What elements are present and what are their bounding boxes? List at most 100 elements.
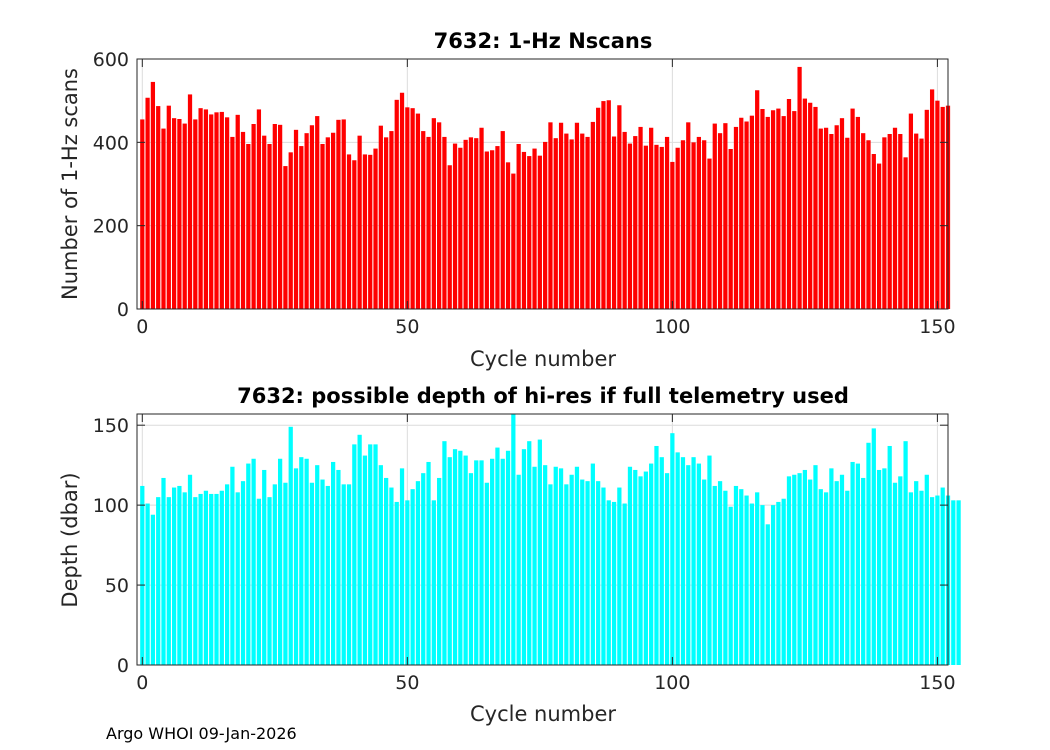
nscans-bar [171, 118, 177, 310]
nscans-x-tick-label: 0 [136, 316, 148, 338]
depth-bar [829, 468, 834, 665]
nscans-bar [887, 134, 892, 309]
depth-bar [479, 460, 484, 665]
depth-bar [336, 469, 341, 665]
depth-bar [649, 463, 654, 665]
nscans-bar [935, 100, 940, 310]
depth-bar [209, 493, 214, 665]
nscans-bar [617, 105, 622, 309]
nscans-bar [283, 166, 288, 309]
depth-bar [156, 497, 161, 665]
depth-bar [760, 505, 765, 665]
nscans-bar [463, 139, 468, 309]
depth-bar [490, 458, 495, 665]
depth-bar [733, 485, 739, 665]
nscans-bar [702, 140, 707, 309]
depth-bar [452, 449, 458, 665]
depth-bar [145, 503, 150, 665]
depth-bar [903, 441, 908, 665]
depth-bar [511, 414, 516, 665]
nscans-bar [580, 133, 585, 309]
depth-y-label: Depth (dbar) [58, 472, 82, 607]
depth-bar [818, 489, 823, 665]
depth-bar [601, 487, 606, 665]
nscans-bar [352, 160, 357, 309]
nscans-bar [659, 146, 664, 309]
nscans-x-ticks: 0 50 100 150 [136, 59, 956, 338]
depth-y-tick-label: 100 [93, 495, 129, 517]
nscans-axes-box [136, 58, 949, 310]
nscans-bar [712, 123, 717, 309]
depth-bar [606, 500, 611, 665]
nscans-bar [262, 135, 267, 309]
nscans-bar [664, 136, 670, 309]
depth-bar [702, 479, 707, 665]
depth-bar [765, 524, 770, 665]
depth-bar [325, 485, 330, 665]
nscans-x-tick-label: 150 [919, 316, 955, 338]
depth-bar [421, 473, 426, 665]
nscans-bar [903, 157, 908, 309]
depth-bar [786, 476, 792, 665]
depth-bar [378, 465, 383, 665]
nscans-bars [140, 66, 951, 310]
nscans-bar [643, 145, 648, 309]
depth-bar [505, 450, 511, 665]
depth-bar [474, 460, 479, 665]
nscans-bar [468, 137, 474, 309]
depth-x-tick-label: 50 [395, 672, 419, 694]
depth-bar [792, 474, 797, 665]
nscans-bar [516, 144, 521, 309]
depth-bar [717, 481, 723, 665]
depth-axes-box [136, 413, 949, 666]
nscans-bar [495, 146, 500, 309]
depth-bar [643, 471, 648, 665]
depth-x-tick-label: 100 [654, 672, 690, 694]
nscans-bar [627, 143, 633, 309]
depth-y-tick-label: 150 [93, 415, 129, 437]
nscans-bar [426, 136, 431, 309]
nscans-bar [574, 122, 580, 309]
footer-credit: Argo WHOI 09-Jan-2026 [106, 724, 297, 743]
nscans-bar [845, 137, 850, 309]
depth-bar [956, 500, 961, 665]
depth-bar [293, 468, 299, 665]
depth-bar [850, 461, 855, 665]
nscans-bar [474, 138, 479, 309]
nscans-bar [293, 129, 299, 309]
nscans-bar [908, 113, 914, 309]
depth-bar [410, 489, 415, 665]
depth-bar [331, 461, 336, 665]
depth-bar [256, 498, 262, 665]
nscans-bar [839, 118, 845, 310]
nscans-x-tick-label: 100 [654, 316, 690, 338]
depth-bar [431, 500, 436, 665]
depth-bar [882, 468, 887, 665]
nscans-bar [770, 110, 776, 309]
nscans-bar [543, 141, 548, 309]
depth-bar [834, 481, 839, 665]
depth-bar [394, 501, 399, 665]
depth-bar [553, 466, 558, 665]
nscans-bar [914, 133, 919, 309]
nscans-bar [394, 99, 399, 309]
nscans-bar [505, 162, 511, 309]
depth-bar [240, 481, 246, 665]
depth-bar [320, 479, 325, 665]
depth-bar [670, 433, 675, 665]
depth-bar [558, 468, 564, 665]
nscans-bar [680, 140, 686, 309]
nscans-bar [240, 131, 246, 309]
depth-bar [304, 458, 309, 665]
depth-bar [214, 493, 219, 665]
depth-bar [315, 465, 320, 665]
nscans-bar [611, 136, 617, 309]
depth-bar [564, 484, 569, 665]
nscans-bar [733, 126, 739, 310]
nscans-y-label: Number of 1-Hz scans [58, 68, 82, 300]
depth-bar [182, 492, 187, 665]
depth-bar [267, 497, 272, 665]
nscans-bar [256, 109, 262, 310]
nscans-bar [717, 133, 723, 309]
nscans-bar [596, 107, 601, 309]
